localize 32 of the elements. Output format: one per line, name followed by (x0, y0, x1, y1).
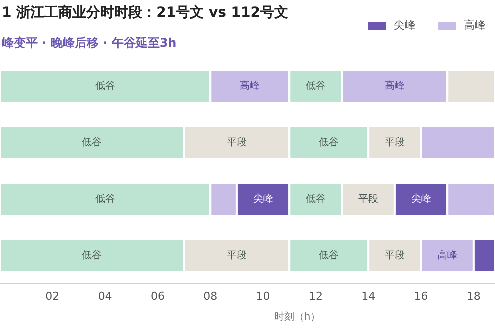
x-tick-label: 08 (204, 290, 218, 303)
data-label: 高峰 (384, 80, 405, 92)
x-tick-label: 18 (466, 290, 481, 303)
x-tick-label: 16 (414, 290, 428, 303)
chart-subtitle: 峰变平 · 晚峰后移 · 午谷延至3h (2, 35, 177, 52)
data-label: 低谷 (95, 80, 116, 92)
x-tick-label: 12 (308, 290, 323, 303)
data-label: 低谷 (82, 250, 102, 262)
data-label: 低谷 (319, 250, 340, 262)
x-tick-label: 14 (362, 290, 376, 303)
data-label: 低谷 (306, 80, 326, 92)
data-label: 平段 (358, 193, 379, 205)
data-label: 低谷 (95, 193, 116, 205)
data-label: 平段 (226, 136, 247, 148)
data-label: 低谷 (82, 136, 102, 148)
data-label: 低谷 (306, 193, 326, 205)
data-label: 平段 (384, 136, 405, 148)
data-label: 平段 (226, 250, 247, 262)
x-tick-label: 06 (150, 290, 165, 303)
legend-label: 尖峰 (394, 18, 416, 33)
data-label: 尖峰 (411, 193, 432, 205)
chart-title: 1 浙江工商业分时时段：21号文 vs 112号文 (2, 4, 289, 22)
data-label: 尖峰 (253, 193, 274, 205)
x-tick-label: 02 (46, 290, 60, 303)
data-label: 低谷 (319, 136, 340, 148)
data-label: 平段 (384, 250, 405, 262)
x-axis-title: 时刻（h） (274, 311, 321, 323)
x-tick-label: 10 (256, 290, 270, 303)
data-label: 高峰 (438, 250, 458, 262)
data-label: 高峰 (240, 80, 260, 92)
legend-label: 高峰 (464, 18, 486, 33)
x-tick-label: 04 (98, 290, 112, 303)
